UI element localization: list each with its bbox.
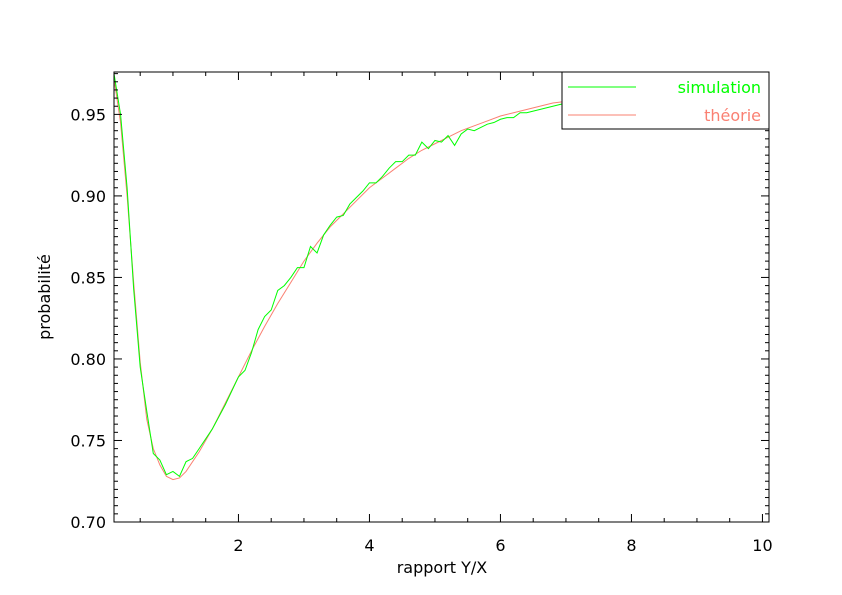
y-tick-label: 0.75 bbox=[70, 431, 106, 450]
x-tick-label: 2 bbox=[233, 536, 243, 555]
x-tick-label: 4 bbox=[364, 536, 374, 555]
legend: simulation théorie bbox=[561, 71, 770, 130]
y-tick-label: 0.80 bbox=[70, 350, 106, 369]
plot-series-group bbox=[113, 73, 580, 481]
plot-frame bbox=[113, 71, 770, 523]
x-tick-label: 8 bbox=[626, 536, 636, 555]
legend-label-simulation: simulation bbox=[678, 78, 761, 97]
legend-label-theorie: théorie bbox=[704, 106, 761, 125]
y-axis-title: probabilité bbox=[35, 254, 54, 340]
x-tick-label: 10 bbox=[752, 536, 772, 555]
series-line-simulation bbox=[113, 73, 567, 478]
x-axis-title: rapport Y/X bbox=[397, 558, 488, 577]
y-tick-label: 0.90 bbox=[70, 187, 106, 206]
axes-group: 2 4 6 8 10 0.70 0.75 0.80 0.85 0.90 0.95 bbox=[70, 72, 773, 555]
y-tick-label: 0.95 bbox=[70, 105, 106, 124]
x-tick-label: 6 bbox=[495, 536, 505, 555]
y-tick-label: 0.70 bbox=[70, 513, 106, 532]
y-tick-label: 0.85 bbox=[70, 268, 106, 287]
series-line-theorie bbox=[113, 78, 580, 481]
legend-box bbox=[561, 71, 770, 130]
